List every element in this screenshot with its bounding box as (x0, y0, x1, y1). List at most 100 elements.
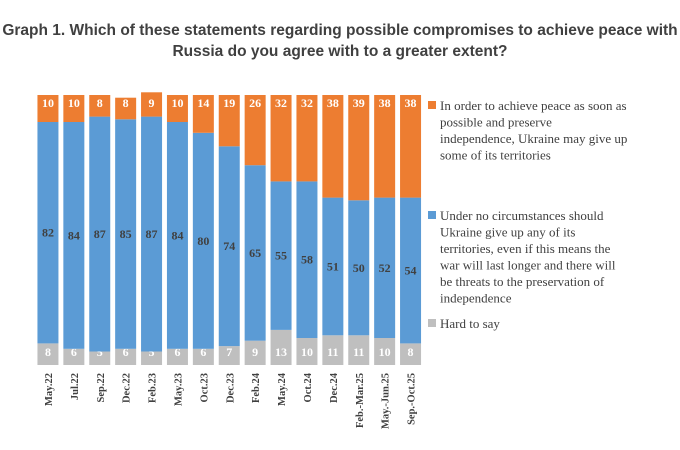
data-label-2-2: 8 (97, 96, 103, 110)
legend-swatch-0 (428, 319, 436, 327)
data-label-2-11: 38 (327, 96, 339, 110)
bar-segment-0-0 (37, 343, 59, 365)
bar-segment-1-6 (192, 132, 214, 349)
bar-segment-2-1 (63, 95, 85, 122)
data-label-1-0: 82 (42, 226, 54, 240)
bar-segment-0-12 (348, 335, 370, 365)
data-label-0-11: 11 (327, 345, 338, 359)
data-label-2-9: 32 (275, 96, 287, 110)
x-tick-label-5: May.23 (173, 373, 184, 406)
x-tick-label-8: Feb.24 (251, 372, 262, 403)
legend-label-2-line-3: some of its territories (440, 148, 551, 163)
legend-label-2-line-1: possible and preserve (440, 115, 552, 130)
data-label-1-2: 87 (94, 227, 106, 241)
bar-segment-2-7 (218, 95, 240, 147)
data-label-1-6: 80 (197, 234, 209, 248)
bar-segment-2-12 (348, 95, 370, 201)
bar-segment-1-0 (37, 122, 59, 344)
x-tick-label-10: Oct.24 (303, 372, 314, 402)
bar-segment-0-1 (63, 348, 85, 365)
data-label-0-10: 10 (301, 345, 313, 359)
x-tick-label-0: May.22 (44, 373, 55, 406)
data-label-2-5: 10 (171, 96, 183, 110)
legend-label-1-line-0: Under no circumstances should (440, 208, 604, 223)
chart-title: Graph 1. Which of these statements regar… (0, 20, 680, 62)
data-label-1-3: 85 (120, 227, 132, 241)
data-label-2-4: 9 (149, 96, 155, 110)
bar-segment-0-3 (115, 348, 137, 365)
x-tick-label-11: Dec.24 (329, 372, 340, 403)
legend-label-1-line-4: be threats to the preservation of (440, 274, 605, 289)
x-tick-label-13: May.-Jun.25 (381, 373, 392, 429)
bar-segment-0-14 (400, 343, 422, 365)
data-label-0-0: 8 (45, 345, 51, 359)
data-label-0-14: 8 (408, 345, 414, 359)
data-label-2-6: 14 (197, 96, 209, 110)
bar-segment-1-9 (270, 181, 292, 330)
bar-segment-1-3 (115, 119, 137, 349)
bar-segment-0-10 (296, 338, 318, 365)
data-label-1-10: 58 (301, 253, 313, 267)
data-label-1-5: 84 (171, 228, 183, 242)
bar-segment-2-10 (296, 95, 318, 182)
legend-label-0-line-0: Hard to say (440, 316, 500, 331)
data-label-1-1: 84 (68, 228, 80, 242)
legend-swatch-2 (428, 101, 436, 109)
data-label-1-9: 55 (275, 249, 287, 263)
bar-segment-2-6 (192, 95, 214, 133)
legend-label-1-line-5: independence (440, 291, 512, 306)
bar-segment-1-5 (166, 122, 188, 349)
data-label-0-1: 6 (71, 345, 77, 359)
bar-segment-1-8 (244, 165, 266, 341)
bar-segment-0-11 (322, 335, 344, 365)
bar-segment-1-1 (63, 122, 85, 349)
bar-segment-2-3 (115, 97, 137, 120)
data-label-0-4: 5 (149, 345, 155, 359)
data-label-1-11: 51 (327, 259, 339, 273)
bar-segment-0-9 (270, 329, 292, 365)
bar-segment-1-13 (374, 197, 396, 338)
bar-segment-0-5 (166, 348, 188, 365)
x-tick-label-4: Feb.23 (148, 373, 159, 403)
data-label-1-8: 65 (249, 246, 261, 260)
chart-title-line-2: Russia do you agree with to a greater ex… (172, 43, 508, 60)
bar-segment-1-7 (218, 146, 240, 347)
bar-segment-1-10 (296, 181, 318, 338)
data-label-2-14: 38 (405, 96, 417, 110)
x-tick-label-9: May.24 (277, 372, 288, 406)
bar-segment-1-14 (400, 197, 422, 344)
legend-label-2-line-0: In order to achieve peace as soon as (440, 98, 627, 113)
data-label-0-8: 9 (252, 345, 258, 359)
data-label-2-7: 19 (223, 96, 235, 110)
bar-segment-0-7 (218, 346, 240, 365)
x-tick-label-6: Oct.23 (199, 373, 210, 402)
bar-segment-0-4 (141, 351, 163, 365)
data-label-0-6: 6 (200, 345, 206, 359)
bar-segment-1-2 (89, 116, 111, 352)
bar-segment-1-11 (322, 197, 344, 336)
bar-segment-0-13 (374, 338, 396, 365)
x-tick-label-7: Dec.23 (225, 373, 236, 403)
bar-segment-0-6 (192, 348, 214, 365)
bar-segment-2-8 (244, 95, 266, 166)
x-tick-label-3: Dec.22 (122, 373, 133, 403)
data-label-2-10: 32 (301, 96, 313, 110)
bar-segment-2-11 (322, 95, 344, 198)
bar-segment-2-13 (374, 95, 396, 198)
x-tick-label-2: Sep.22 (96, 373, 107, 402)
data-label-2-1: 10 (68, 96, 80, 110)
bar-segment-2-14 (400, 95, 422, 198)
data-label-0-7: 7 (226, 345, 232, 359)
bar-segment-0-2 (89, 351, 111, 365)
bar-segment-1-4 (141, 116, 163, 352)
bar-segment-2-5 (166, 95, 188, 122)
legend-label-2-line-2: independence, Ukraine may give up (440, 131, 627, 146)
data-label-2-3: 8 (123, 96, 129, 110)
legend-label-1-line-3: war will last longer and there will (440, 258, 616, 273)
data-label-2-12: 39 (353, 96, 365, 110)
bar-segment-2-0 (37, 95, 59, 122)
data-label-2-0: 10 (42, 96, 54, 110)
data-label-0-5: 6 (174, 345, 180, 359)
data-label-1-4: 87 (146, 227, 158, 241)
